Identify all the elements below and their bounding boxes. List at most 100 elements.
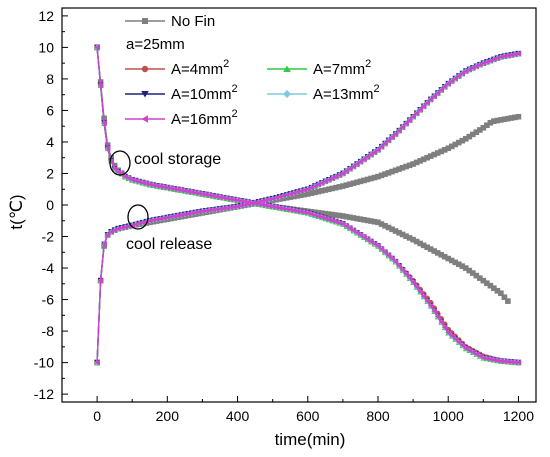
data-point: [515, 50, 522, 57]
data-point: [487, 119, 494, 126]
data-point: [283, 206, 290, 212]
y-tick-label: -2: [42, 229, 55, 245]
data-point: [192, 209, 199, 216]
data-point: [280, 205, 286, 212]
data-point: [196, 190, 202, 197]
data-point: [396, 263, 402, 269]
data-point: [350, 180, 357, 187]
data-point: [347, 214, 353, 221]
data-point: [420, 293, 427, 300]
data-point: [234, 203, 241, 210]
data-point: [217, 194, 223, 200]
data-point: [361, 156, 367, 163]
data-point: [438, 148, 444, 155]
data-point: [501, 294, 508, 300]
data-point: [382, 249, 388, 256]
data-point: [276, 194, 283, 200]
series-line: [96, 53, 519, 363]
data-point: [484, 355, 490, 362]
data-point: [315, 188, 322, 195]
data-point: [333, 212, 339, 218]
data-point: [329, 211, 336, 218]
legend-marker-a16: [141, 115, 148, 123]
data-point: [357, 232, 364, 238]
data-point: [396, 166, 402, 172]
data-point: [101, 241, 107, 248]
data-point: [413, 284, 420, 290]
data-point: [283, 192, 290, 198]
data-point: [413, 238, 420, 245]
legend-label-a10: A=10mm2: [171, 83, 238, 103]
data-point: [143, 180, 150, 187]
data-point: [491, 356, 497, 363]
legend-label-a16: A=16mm2: [171, 108, 238, 128]
data-point: [424, 100, 430, 106]
data-point: [189, 210, 195, 216]
data-point: [118, 225, 125, 231]
data-point: [406, 117, 413, 124]
data-point: [297, 192, 304, 199]
series-line: [96, 53, 519, 363]
data-point: [389, 255, 395, 262]
data-point: [294, 193, 301, 199]
data-point: [410, 113, 416, 120]
data-point: [396, 127, 402, 134]
data-point: [434, 90, 441, 96]
data-point: [505, 358, 511, 365]
data-point: [199, 208, 206, 215]
data-point: [452, 75, 459, 82]
data-point: [438, 87, 444, 93]
data-point: [178, 187, 185, 193]
data-point: [354, 179, 360, 186]
data-point: [287, 191, 294, 197]
data-point: [259, 198, 265, 204]
data-point: [361, 177, 367, 184]
data-point: [185, 188, 192, 195]
legend-item-a10: A=10mm2: [125, 83, 238, 103]
data-point: [389, 226, 395, 233]
legend-marker-a7: [283, 65, 291, 72]
data-point: [350, 227, 357, 234]
legend-label-a7: A=7mm2: [313, 58, 371, 78]
data-point: [396, 229, 402, 236]
y-axis-title: t(℃): [7, 194, 26, 229]
data-point: [473, 129, 480, 135]
data-point: [361, 234, 367, 240]
data-point: [171, 186, 178, 192]
data-point: [459, 342, 466, 349]
data-point: [94, 359, 100, 366]
data-point: [213, 206, 220, 213]
legend-marker-a13: [283, 90, 291, 98]
data-point: [266, 203, 272, 209]
data-point: [466, 267, 473, 274]
series-a-7mm2-release: [94, 50, 522, 366]
data-point: [431, 308, 437, 315]
data-point: [470, 349, 476, 355]
data-point: [403, 233, 409, 240]
data-point: [322, 210, 329, 217]
data-point: [403, 120, 409, 127]
data-point: [371, 174, 378, 181]
series-a-10mm2-release: [94, 50, 522, 366]
data-point: [459, 137, 466, 144]
data-point: [354, 229, 360, 236]
data-point: [129, 176, 136, 183]
data-point: [301, 209, 308, 216]
cool-release-ellipse: [127, 204, 149, 230]
data-point: [340, 170, 346, 177]
data-point: [445, 145, 452, 152]
data-point: [319, 188, 325, 194]
series-line: [96, 53, 519, 363]
data-point: [340, 213, 346, 219]
data-point: [480, 124, 487, 131]
data-point: [417, 107, 423, 113]
data-point: [361, 217, 367, 223]
data-point: [154, 182, 160, 189]
data-point: [462, 265, 469, 271]
data-point: [343, 223, 350, 229]
data-point: [347, 165, 353, 172]
data-point: [343, 213, 350, 220]
data-point: [241, 202, 248, 208]
data-point: [389, 134, 395, 141]
